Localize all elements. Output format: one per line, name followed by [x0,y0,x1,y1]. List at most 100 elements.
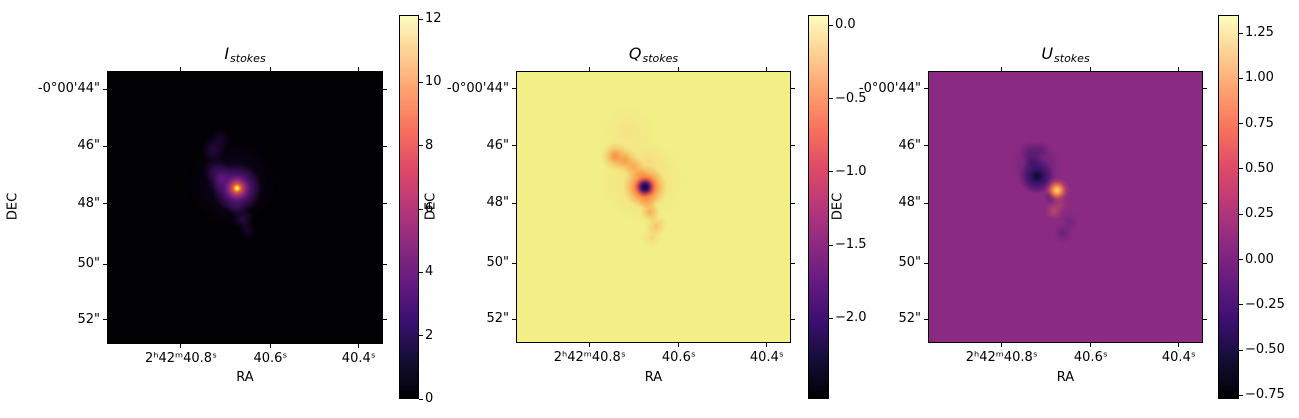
y-tick-label: 52" [898,311,921,327]
y-tick-mark [1203,202,1207,204]
x-tick-mark [1090,343,1092,347]
x-tick-mark [678,67,680,71]
y-tick-label: 46" [486,137,509,153]
y-tick-label: 48" [77,195,100,211]
colorbar-tick-mark [829,98,833,100]
colorbar-tick-mark [1239,304,1243,306]
y-tick-label: 50" [486,255,509,271]
y-tick-mark [103,263,107,265]
colorbar-tick-mark [829,24,833,26]
panel-q-title: Qstokes [516,44,791,66]
y-tick-mark [103,203,107,205]
panel-i-ylabel: DEC [5,192,21,221]
colorbar-tick-mark [419,335,423,337]
y-tick-label: 48" [898,195,921,211]
y-tick-mark [1203,318,1207,320]
colorbar-tick-label: 12 [425,11,442,27]
y-tick-mark [791,318,795,320]
x-tick-mark [269,344,271,348]
y-tick-mark [512,88,516,90]
colorbar-tick-label: 1.25 [1245,25,1274,41]
colorbar-tick-mark [1239,168,1243,170]
y-tick-mark [383,88,387,90]
x-tick-mark [766,343,768,347]
panel-i-colorbar [399,15,419,399]
x-tick-mark [269,67,271,71]
colorbar-tick-label: 0.75 [1245,115,1274,131]
x-tick-label: 2ʰ42ᵐ40.8ˢ [144,351,217,366]
x-tick-label: 40.6ˢ [253,351,288,366]
y-tick-mark [791,202,795,204]
colorbar-tick-label: −1.5 [835,237,867,253]
panel-q-emission-map [517,72,790,342]
y-tick-mark [791,88,795,90]
y-tick-mark [1203,145,1207,147]
y-tick-mark [103,319,107,321]
y-tick-mark [512,202,516,204]
colorbar-tick-label: −0.50 [1245,342,1285,358]
x-tick-label: 40.6ˢ [1073,350,1108,365]
colorbar-tick-label: 10 [425,74,442,90]
x-tick-mark [1090,67,1092,71]
y-tick-label: -0°00'44" [446,80,509,96]
y-tick-mark [924,202,928,204]
title-main: Q [628,44,642,63]
panel-i-image [107,71,383,344]
x-tick-label: 2ʰ42ᵐ40.8ˢ [553,350,626,365]
colorbar-tick-label: 2 [425,327,434,343]
y-tick-mark [1203,88,1207,90]
y-tick-label: 46" [77,138,100,154]
panel-u-title: Ustokes [928,44,1203,66]
colorbar-tick-mark [1239,394,1243,396]
y-tick-label: 48" [486,195,509,211]
colorbar-tick-label: 8 [425,137,434,153]
colorbar-tick-label: 1.00 [1245,70,1274,86]
y-tick-mark [512,318,516,320]
colorbar-tick-label: 4 [425,264,434,280]
x-tick-mark [678,343,680,347]
colorbar-tick-mark [1239,213,1243,215]
colorbar-tick-mark [419,145,423,147]
x-tick-label: 40.4ˢ [1161,350,1196,365]
title-main: I [224,44,230,63]
colorbar-tick-mark [419,208,423,210]
y-tick-mark [791,262,795,264]
y-tick-mark [383,263,387,265]
x-tick-mark [180,67,182,71]
colorbar-tick-mark [1239,77,1243,79]
colorbar-tick-mark [829,317,833,319]
panel-q-xlabel: RA [644,370,663,385]
panel-i-title: Istokes [107,44,383,66]
y-tick-mark [512,262,516,264]
y-tick-mark [924,262,928,264]
panel-q-image [516,71,791,343]
x-tick-mark [358,344,360,348]
colorbar-tick-label: 0 [425,391,434,406]
y-tick-mark [924,88,928,90]
colorbar-tick-mark [1239,259,1243,261]
x-tick-mark [358,67,360,71]
colorbar-tick-mark [419,18,423,20]
colorbar-tick-mark [829,171,833,173]
colorbar-tick-label: 6 [425,201,434,217]
y-tick-label: 52" [77,311,100,327]
colorbar-tick-label: 0.25 [1245,206,1274,222]
x-tick-label: 2ʰ42ᵐ40.8ˢ [965,350,1038,365]
y-tick-mark [924,145,928,147]
panel-u-ylabel: DEC [830,192,846,221]
x-tick-mark [1178,343,1180,347]
panel-u-emission-map [929,72,1202,342]
panel-u-colorbar [1218,15,1239,399]
colorbar-tick-label: −1.0 [835,163,867,179]
panel-q-ylabel: DEC [423,192,439,221]
colorbar-tick-label: −0.75 [1245,387,1285,403]
title-subscript: stokes [642,52,679,65]
y-tick-mark [791,145,795,147]
y-tick-label: 50" [77,256,100,271]
x-tick-mark [1178,67,1180,71]
title-subscript: stokes [1054,52,1090,65]
colorbar-tick-label: 0.50 [1245,160,1274,176]
colorbar-tick-mark [419,271,423,273]
y-tick-mark [103,145,107,147]
